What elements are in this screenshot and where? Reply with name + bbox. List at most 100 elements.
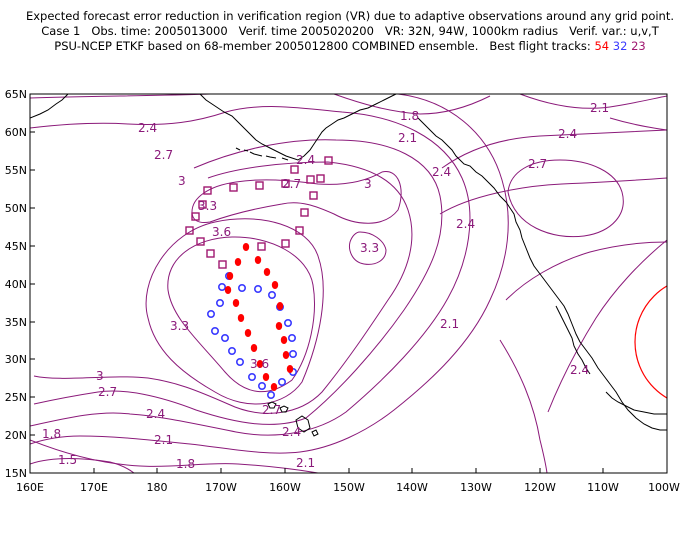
track-purple-point xyxy=(290,165,299,174)
track-purple-point xyxy=(257,242,266,251)
contour-label: 1.5 xyxy=(58,453,77,467)
track-blue-point xyxy=(211,326,220,335)
contour-label: 2.4 xyxy=(432,165,451,179)
track-red-point xyxy=(262,373,270,381)
x-tick-label: 140W xyxy=(396,481,428,494)
y-tick-label: 60N xyxy=(5,126,27,139)
contour-lines xyxy=(30,94,667,473)
contour-1-5 xyxy=(30,458,135,473)
contour-2-7-east xyxy=(507,159,624,238)
contour-3-main xyxy=(33,161,413,414)
y-tick-label: 45N xyxy=(5,240,27,253)
track-purple-point xyxy=(306,175,315,184)
track-red-point xyxy=(275,322,283,330)
track-red xyxy=(224,243,294,391)
track-blue-point xyxy=(288,349,297,358)
track-purple-point xyxy=(229,183,238,192)
y-tick-label: 40N xyxy=(5,278,27,291)
track-blue-point xyxy=(207,309,216,318)
contour-label: 3.3 xyxy=(198,199,217,213)
y-tick-label: 35N xyxy=(5,316,27,329)
contour-label: 3 xyxy=(178,174,186,188)
track-red-point xyxy=(242,243,250,251)
coastlines xyxy=(30,94,667,437)
coast-aleutians xyxy=(235,147,289,161)
track-blue-point xyxy=(218,282,227,291)
y-axis-ticks xyxy=(30,93,35,474)
x-tick-label: 130W xyxy=(460,481,492,494)
x-tick-label: 160W xyxy=(269,481,301,494)
track-red-point xyxy=(263,268,271,276)
track-red-point xyxy=(271,281,279,289)
track-purple-point xyxy=(281,239,290,248)
contour-label: 2.1 xyxy=(296,456,315,470)
coast-baja xyxy=(555,305,591,375)
contour-label: 2.7 xyxy=(528,157,547,171)
x-tick-label: 150W xyxy=(333,481,365,494)
contour-2-4-southeast xyxy=(439,177,667,413)
contour-3-3-east xyxy=(349,231,387,265)
contour-label: 3 xyxy=(364,177,372,191)
contour-value-labels: 2.4 2.7 3 3.3 3.6 3.3 3 2.7 2.4 2.1 1.8 … xyxy=(42,101,609,471)
track-red-count: 54 xyxy=(594,39,610,53)
contour-label: 2.4 xyxy=(146,407,165,421)
contour-label: 1.8 xyxy=(176,457,195,471)
y-tick-label: 15N xyxy=(5,467,27,480)
track-red-point xyxy=(282,351,290,359)
contour-label: 1.8 xyxy=(42,427,61,441)
contour-label: 3.6 xyxy=(212,225,231,239)
track-purple-point xyxy=(185,226,194,235)
contour-label: 2.1 xyxy=(440,317,459,331)
track-blue xyxy=(207,271,297,399)
contour-1-8-main xyxy=(30,439,319,473)
track-red-point xyxy=(244,329,252,337)
track-red-point xyxy=(237,314,245,322)
contour-label: 3.3 xyxy=(170,319,189,333)
track-blue-point xyxy=(283,318,292,327)
contour-label: 3.3 xyxy=(360,241,379,255)
x-axis-ticks xyxy=(29,468,668,473)
contour-label: 2.1 xyxy=(154,433,173,447)
track-blue-point xyxy=(287,333,296,342)
track-red-point xyxy=(254,256,262,264)
track-blue-point xyxy=(277,377,286,386)
track-purple-point xyxy=(206,249,215,258)
title-line-2: Case 1 Obs. time: 2005013000 Verif. time… xyxy=(41,24,659,38)
contour-2-4-east xyxy=(441,117,667,169)
map-frame xyxy=(29,93,668,474)
track-purple-point xyxy=(309,191,318,200)
x-axis-labels: 160E 170E 180 170W 160W 150W 140W 130W 1… xyxy=(16,481,680,494)
contour-3-6 xyxy=(167,236,315,393)
track-red-point xyxy=(232,299,240,307)
coast-hawaii-4 xyxy=(311,429,319,437)
track-purple-point xyxy=(295,226,304,235)
x-tick-label: 180 xyxy=(147,481,168,494)
track-purple-point xyxy=(281,179,290,188)
y-tick-label: 55N xyxy=(5,164,27,177)
track-purple-point xyxy=(316,174,325,183)
track-blue-point xyxy=(216,298,225,307)
contour-label: 2.7 xyxy=(282,177,301,191)
contour-2-1-southeast xyxy=(505,241,667,301)
contour-2-4-main xyxy=(30,106,471,436)
track-blue-point xyxy=(236,357,245,366)
contour-label: 2.4 xyxy=(138,121,157,135)
track-red-point xyxy=(280,336,288,344)
vr-circle xyxy=(634,285,667,399)
x-tick-label: 170W xyxy=(205,481,237,494)
map-content: 2.4 2.7 3 3.3 3.6 3.3 3 2.7 2.4 2.1 1.8 … xyxy=(30,94,667,473)
coast-mexico-east xyxy=(605,391,667,415)
contour-label: 2.4 xyxy=(282,425,301,439)
contour-label: 2.1 xyxy=(590,101,609,115)
track-blue-point xyxy=(257,381,266,390)
track-purple-point xyxy=(255,181,264,190)
track-purple xyxy=(185,156,333,269)
y-tick-label: 50N xyxy=(5,202,27,215)
track-red-point xyxy=(234,258,242,266)
y-axis-labels: 65N 60N 55N 50N 45N 40N 35N 30N 25N 20N … xyxy=(5,88,27,480)
coast-hawaii-2 xyxy=(279,405,289,413)
contour-label: 2.7 xyxy=(154,148,173,162)
x-tick-label: 170E xyxy=(80,481,108,494)
track-blue-point xyxy=(254,284,263,293)
contour-2-1-lower xyxy=(499,339,548,473)
